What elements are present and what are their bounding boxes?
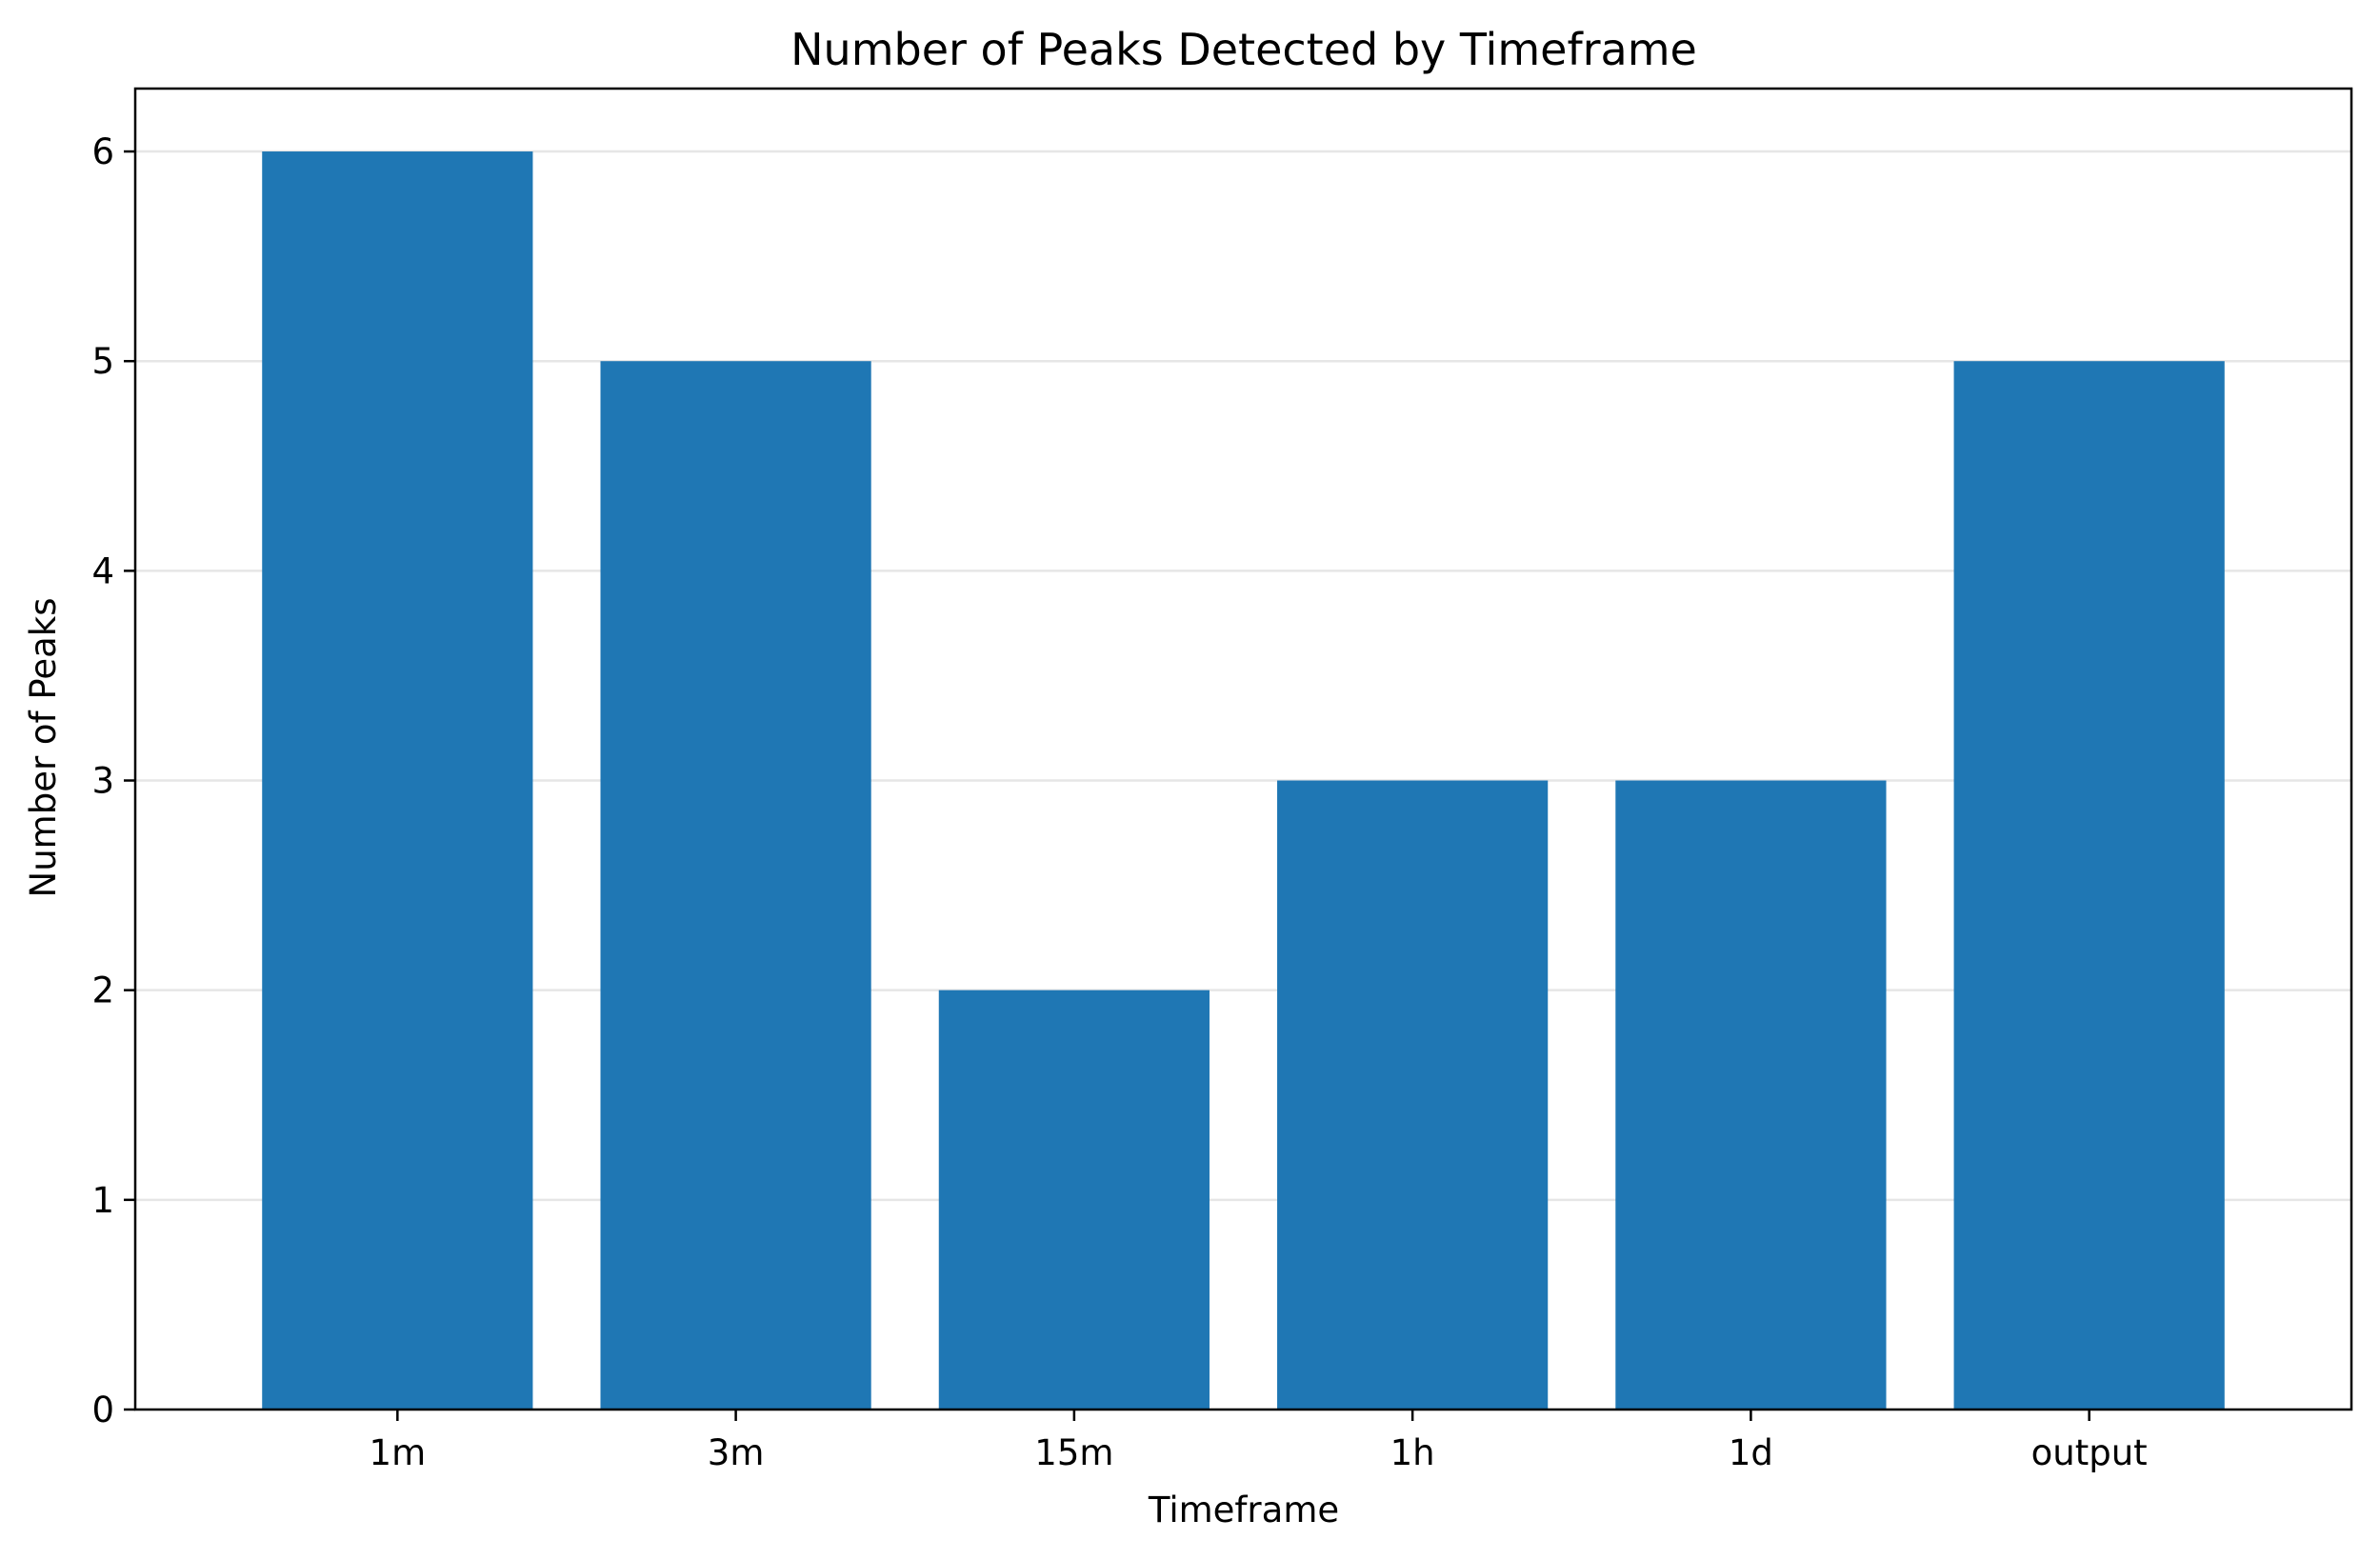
- y-tick-label: 3: [91, 761, 114, 802]
- y-tick-label: 0: [91, 1390, 114, 1430]
- x-tick-label: output: [2031, 1432, 2148, 1473]
- y-tick-label: 6: [91, 131, 114, 172]
- y-tick-label: 4: [91, 550, 114, 591]
- x-axis-ticks: 1m 3m 15m 1h 1d output: [370, 1410, 2148, 1473]
- bar-15m: [938, 990, 1210, 1410]
- bar-3m: [600, 361, 871, 1410]
- x-tick-label: 1h: [1390, 1432, 1435, 1473]
- y-tick-label: 1: [91, 1180, 114, 1221]
- x-tick-label: 3m: [708, 1432, 765, 1473]
- x-tick-label: 1m: [370, 1432, 427, 1473]
- y-axis-ticks: 0 1 2 3 4 5 6: [91, 131, 135, 1430]
- x-axis-label: Timeframe: [1148, 1490, 1339, 1530]
- chart-title: Number of Peaks Detected by Timeframe: [790, 24, 1697, 75]
- bar-output: [1953, 361, 2225, 1410]
- bars: [262, 151, 2225, 1410]
- y-tick-label: 2: [91, 970, 114, 1011]
- bar-1m: [262, 151, 533, 1410]
- y-tick-label: 5: [91, 341, 114, 382]
- x-tick-label: 1d: [1729, 1432, 1773, 1473]
- bar-1d: [1615, 780, 1887, 1410]
- plot-frame: [133, 87, 2353, 1411]
- bar-1h: [1277, 780, 1549, 1410]
- x-tick-label: 15m: [1034, 1432, 1113, 1473]
- y-axis-label: Number of Peaks: [23, 598, 64, 898]
